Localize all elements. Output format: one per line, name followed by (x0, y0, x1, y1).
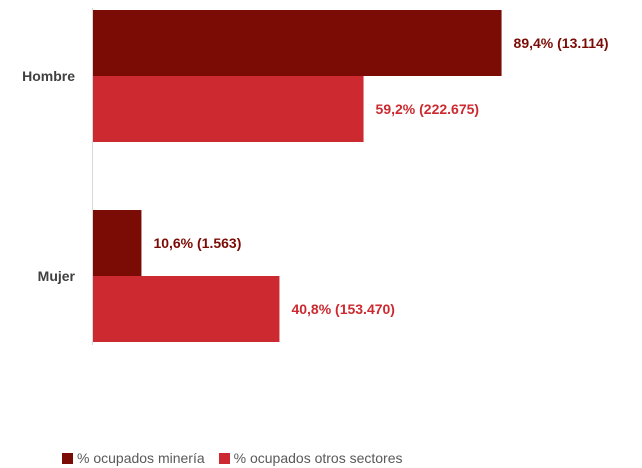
legend-swatch-otros-sectores (218, 452, 230, 464)
legend-item-mineria: % ocupados minería (62, 450, 205, 466)
data-label-mujer-series-0: 10,6% (1.563) (153, 235, 241, 251)
legend-item-otros-sectores: % ocupados otros sectores (218, 450, 403, 466)
bar-mujer-series-0 (93, 210, 142, 276)
bar-mujer-series-1 (93, 276, 280, 342)
category-label-hombre: Hombre (22, 68, 75, 84)
legend-swatch-mineria (62, 452, 73, 464)
data-label-mujer-series-1: 40,8% (153.470) (291, 301, 395, 317)
bar-hombre-series-1 (93, 76, 364, 142)
legend: % ocupados minería % ocupados otros sect… (62, 450, 417, 466)
data-label-hombre-series-0: 89,4% (13.114) (514, 35, 609, 51)
legend-label-mineria: % ocupados minería (77, 450, 205, 466)
bar-chart: Hombre Mujer 89,4% (13.114) 59,2% (222.675… (22, 8, 609, 345)
data-label-hombre-series-1: 59,2% (222.675) (376, 101, 480, 117)
category-label-mujer: Mujer (38, 268, 76, 284)
bar-hombre-series-0 (93, 10, 502, 76)
legend-label-otros-sectores: % ocupados otros sectores (233, 450, 403, 466)
